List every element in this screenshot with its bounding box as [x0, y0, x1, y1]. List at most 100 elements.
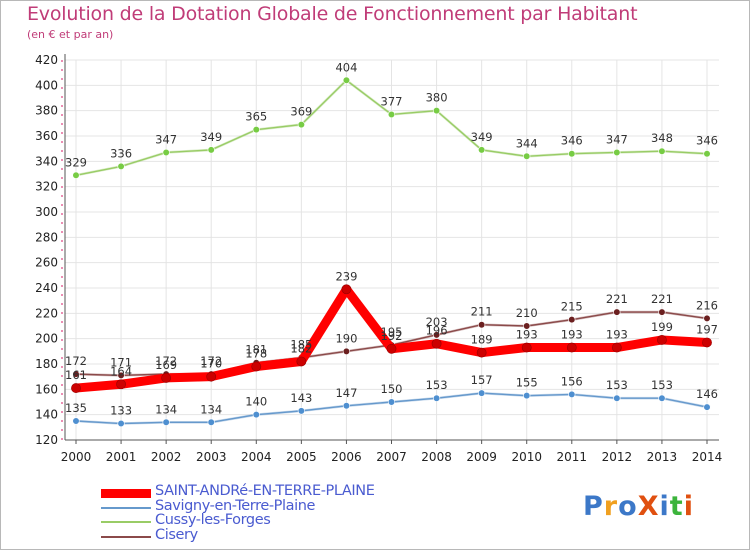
x-tick-label: 2000 — [61, 450, 92, 464]
data-label: 210 — [516, 306, 538, 320]
y-tick-label: 200 — [35, 332, 58, 346]
y-tick-label: 300 — [35, 205, 58, 219]
logo-letter: t — [669, 491, 684, 522]
logo-letter: P — [583, 491, 604, 522]
series-point-1 — [72, 417, 80, 425]
series-point-2 — [613, 148, 621, 157]
data-label: 221 — [606, 292, 628, 306]
data-label: 346 — [561, 134, 583, 148]
data-label: 192 — [381, 329, 403, 343]
data-label: 329 — [65, 155, 87, 169]
series-point-1 — [342, 402, 351, 410]
series-point-3 — [568, 316, 576, 324]
y-tick-label: 180 — [35, 357, 58, 371]
y-tick-label: 340 — [35, 154, 58, 168]
y-tick-label: 280 — [35, 230, 58, 244]
series-point-1 — [252, 411, 260, 419]
data-label: 171 — [110, 355, 132, 369]
data-label: 190 — [335, 331, 357, 345]
data-label: 133 — [110, 404, 132, 418]
legend-label: Cisery — [155, 526, 198, 543]
series-point-0 — [251, 361, 262, 372]
data-label: 347 — [606, 132, 628, 146]
data-label: 182 — [290, 341, 312, 355]
logo-letter: i — [683, 491, 694, 522]
legend-swatch — [101, 535, 151, 538]
legend-label: SAINT-ANDRé-EN-TERRE-PLAINE — [155, 483, 375, 499]
data-labels: 329 336 347 349 365 369 404 377 380 349 344 346 347 3… — [65, 60, 718, 417]
proxiti-logo: ProXiti — [583, 491, 694, 522]
legend-label: Cussy-les-Forges — [155, 512, 271, 528]
data-label: 377 — [381, 94, 403, 108]
y-tick-label: 360 — [35, 129, 58, 143]
series-point-2 — [703, 150, 711, 158]
series-point-2 — [162, 148, 170, 157]
data-label: 153 — [606, 378, 628, 392]
series-point-1 — [523, 392, 531, 400]
series-point-1 — [478, 389, 486, 397]
series-point-2 — [523, 152, 531, 160]
data-label: 172 — [65, 354, 87, 368]
series-point-0 — [161, 373, 172, 383]
series-point-2 — [658, 147, 666, 155]
axes: 120 140 160 180 200 220 240 260 280 300 320 340 360 3… — [35, 53, 722, 464]
series-point-2 — [207, 146, 215, 154]
chart-subtitle: (en € et par an) — [27, 28, 114, 41]
data-label: 189 — [471, 333, 493, 347]
y-tick-label: 380 — [35, 104, 58, 118]
x-tick-label: 2010 — [511, 450, 542, 464]
series-point-3 — [703, 314, 711, 323]
data-label: 349 — [471, 130, 493, 144]
series-point-1 — [297, 407, 305, 415]
series-point-3 — [342, 347, 351, 355]
series-point-1 — [703, 403, 711, 411]
series-point-0 — [206, 371, 217, 382]
y-tick-label: 420 — [35, 53, 58, 67]
data-label: 193 — [561, 328, 583, 342]
legend-swatch — [101, 521, 151, 523]
data-label: 164 — [110, 364, 132, 378]
series-point-2 — [72, 171, 80, 179]
series-point-1 — [432, 394, 441, 402]
x-tick-label: 2009 — [466, 450, 497, 464]
y-tick-label: 160 — [35, 382, 58, 396]
x-tick-label: 2002 — [151, 450, 182, 464]
legend-swatch — [101, 488, 151, 498]
x-tick-label: 2004 — [241, 450, 272, 464]
y-tick-label: 320 — [35, 180, 58, 194]
series-point-3 — [523, 322, 531, 330]
series-point-2 — [342, 76, 351, 84]
series-point-1 — [613, 394, 621, 402]
x-tick-label: 2008 — [421, 450, 452, 464]
data-label: 155 — [516, 376, 538, 390]
data-label: 369 — [290, 105, 312, 119]
y-tick-label: 120 — [35, 433, 58, 447]
series-point-1 — [162, 418, 170, 426]
data-label: 140 — [245, 395, 267, 409]
data-label: 199 — [651, 320, 673, 334]
data-label: 349 — [200, 130, 222, 144]
data-label: 134 — [200, 402, 222, 416]
series-point-3 — [478, 321, 486, 329]
data-label: 193 — [606, 328, 628, 342]
data-label: 216 — [696, 298, 718, 312]
y-tick-label: 400 — [35, 78, 58, 92]
series-point-0 — [341, 284, 352, 295]
series-point-0 — [566, 342, 577, 353]
data-label: 150 — [381, 382, 403, 396]
data-label: 346 — [696, 134, 718, 148]
series-point-0 — [431, 338, 442, 349]
logo-letter: i — [659, 491, 670, 522]
logo-letter: o — [618, 491, 638, 522]
series-point-0 — [386, 343, 397, 354]
x-tick-label: 2007 — [376, 450, 407, 464]
series-point-2 — [387, 110, 396, 119]
series-point-0 — [657, 335, 667, 345]
x-tick-label: 2005 — [286, 450, 317, 464]
series-point-2 — [478, 146, 486, 154]
data-label: 156 — [561, 374, 583, 388]
data-label: 157 — [471, 373, 493, 387]
data-label: 153 — [651, 378, 673, 392]
data-label: 239 — [335, 269, 357, 283]
y-tick-label: 140 — [35, 408, 58, 422]
